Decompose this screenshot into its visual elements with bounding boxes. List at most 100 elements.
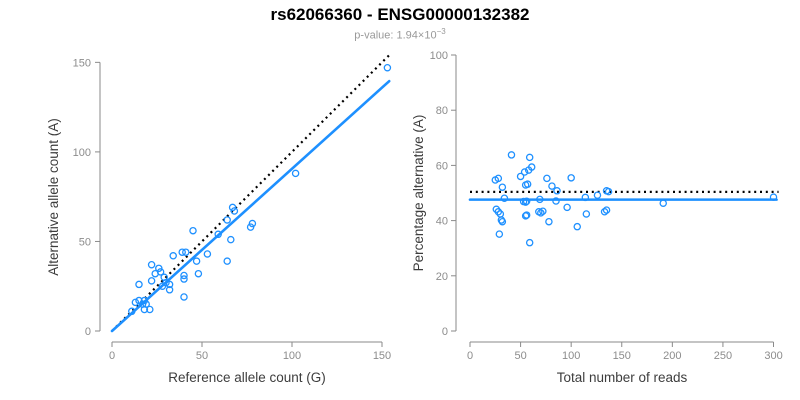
fit-line [110,79,391,333]
data-point [180,275,188,283]
data-point [147,260,156,269]
left-plot-allele-counts: 0 50 100 150 0 50 100 150 [73,54,392,362]
data-point [602,206,611,214]
data-point [230,207,239,215]
data-point [180,271,188,280]
x-tick-label: 150 [613,350,631,362]
data-point [128,307,136,316]
data-point [192,257,201,265]
data-point [523,180,532,188]
y-tick-label: 20 [436,271,448,283]
data-point [214,230,222,239]
right-x-axis-title: Total number of reads [557,370,688,385]
data-point [581,193,590,202]
data-point [582,210,591,218]
x-tick-label: 200 [663,350,681,362]
data-point [520,168,529,176]
data-point [527,163,536,171]
x-tick-label: 300 [764,350,782,362]
data-point [165,286,174,294]
x-tick-label: 100 [562,350,580,362]
data-point [552,197,560,205]
data-point [178,248,186,256]
data-point [525,238,534,247]
data-point [146,305,154,314]
data-point [182,248,190,256]
data-point [498,217,507,226]
data-point [140,305,149,314]
x-tick-label: 150 [373,350,391,362]
right-plot-percentage-alternative: 0 50 100 150 200 250 300 0 20 40 60 80 100 [430,50,783,362]
data-point [553,187,561,195]
data-point [194,269,203,278]
data-point [383,63,392,72]
data-point [495,230,504,238]
data-point [516,172,525,181]
x-tick-label: 50 [196,350,208,362]
y-tick-label: 0 [442,326,448,338]
data-point [147,277,156,285]
right-y-axis-title: Percentage alternative (A) [411,115,426,272]
data-point [522,197,531,206]
data-point [158,282,167,290]
data-point [160,273,168,282]
x-tick-label: 250 [714,350,732,362]
data-point [659,199,667,207]
y-tick-label: 0 [85,326,91,338]
x-tick-label: 100 [283,350,301,362]
data-point [246,223,255,231]
data-point [521,212,530,220]
data-point [525,153,534,162]
data-point [604,187,613,196]
x-tick-label: 50 [514,350,526,362]
data-point [203,250,212,258]
data-point [498,183,507,191]
data-point [494,208,503,216]
data-point [500,194,509,202]
data-point [548,182,556,190]
left-x-axis-title: Reference allele count (G) [168,370,326,385]
data-point [165,280,174,289]
data-point [536,195,544,204]
data-point [593,191,602,199]
data-point [537,209,545,217]
x-tick-label: 0 [467,350,473,362]
data-point [135,280,143,289]
data-point [151,269,159,278]
data-point [543,174,551,183]
data-point [169,252,177,260]
data-point [180,293,188,301]
data-point [521,198,530,206]
data-point [248,219,257,228]
y-tick-label: 150 [73,57,91,69]
data-point [563,203,571,212]
data-point [131,298,140,307]
data-point [140,296,149,305]
y-tick-label: 50 [79,236,91,248]
x-tick-label: 0 [109,350,115,362]
data-point [228,203,237,212]
y-tick-label: 40 [436,216,448,228]
data-point [155,264,163,273]
data-point [227,235,235,244]
data-point [573,222,581,231]
data-point [539,207,547,215]
identity-line [111,54,390,332]
y-tick-label: 60 [436,160,448,172]
y-tick-label: 80 [436,105,448,117]
data-point [189,226,197,235]
left-y-axis-title: Alternative allele count (A) [46,118,61,276]
data-point [494,174,503,183]
y-tick-label: 100 [430,50,448,62]
data-point [291,169,300,178]
data-point [567,174,575,182]
data-point [223,257,231,265]
data-point [507,151,516,159]
data-point [769,193,778,201]
data-point [522,211,531,219]
data-point [223,216,231,224]
data-point [600,208,609,216]
y-tick-label: 100 [73,147,91,159]
